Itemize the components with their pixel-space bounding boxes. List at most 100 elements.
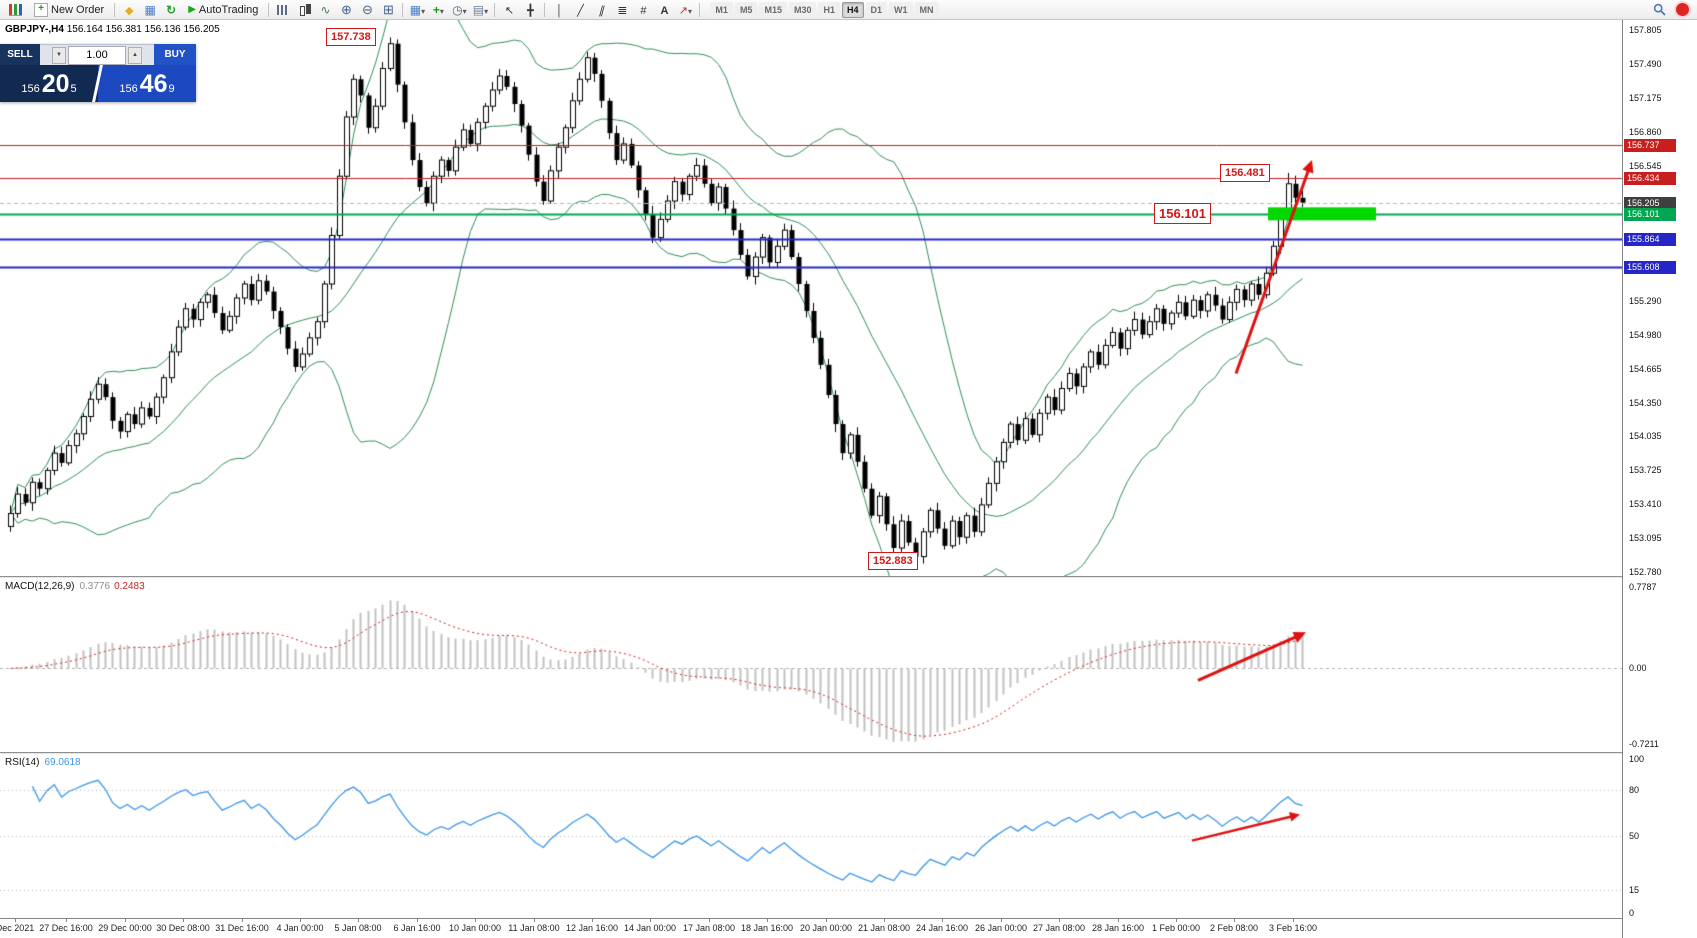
axis-marker-156.101: 156.101 (1624, 207, 1676, 221)
price-axis[interactable]: 157.805 157.490 157.175 156.860 156.545 155.2… (1622, 20, 1697, 938)
crosshair-icon[interactable] (520, 1, 540, 19)
time-axis-tick (66, 919, 67, 922)
vertical-line-icon[interactable] (549, 1, 569, 19)
time-axis-tick (592, 919, 593, 922)
time-axis-label: 12 Jan 16:00 (565, 923, 619, 933)
indicators-icon[interactable] (407, 1, 427, 19)
timeframe-mn[interactable]: MN (914, 1, 939, 18)
axis-label: -0.7211 (1629, 739, 1659, 749)
axis-label: 157.805 (1629, 25, 1662, 36)
volume-increase-button[interactable] (128, 46, 142, 64)
timeframe-m1[interactable]: M1 (710, 1, 733, 18)
time-axis-label: 18 Jan 16:00 (740, 923, 794, 933)
timeframe-group: M1 M5 M15 M30 H1 H4 D1 W1 MN (710, 1, 939, 18)
cursor-icon[interactable] (499, 1, 519, 19)
time-axis-label: 6 Jan 16:00 (393, 923, 441, 933)
axis-label: 80 (1629, 784, 1640, 795)
price-chart-canvas[interactable] (0, 20, 1622, 576)
time-axis-label: 14 Jan 00:00 (623, 923, 677, 933)
autotrading-play-icon (188, 4, 196, 15)
price-callout-support[interactable]: 156.101 (1154, 203, 1211, 224)
buy-button[interactable]: BUY (154, 44, 196, 65)
axis-label: 155.290 (1629, 296, 1662, 307)
volume-decrease-button[interactable] (52, 46, 66, 64)
rsi-canvas[interactable] (0, 754, 1622, 918)
axis-label: 0.00 (1629, 663, 1647, 674)
time-axis-label: 28 Jan 16:00 (1091, 923, 1145, 933)
time-axis-label: 31 Dec 16:00 (215, 923, 269, 933)
autotrading-button[interactable]: AutoTrading (182, 1, 264, 19)
time-axis-tick (125, 919, 126, 922)
time-axis-tick (1293, 919, 1294, 922)
fibonacci-icon[interactable] (612, 1, 632, 19)
volume-input[interactable] (68, 45, 126, 65)
candlestick-chart-icon[interactable] (294, 1, 314, 19)
price-callout-top[interactable]: 157.738 (326, 28, 376, 46)
mt4-logo-icon (3, 0, 27, 20)
buy-price-display[interactable]: 156 46 9 (98, 65, 196, 102)
toolbar-separator (268, 2, 270, 17)
axis-marker-155.608: 155.608 (1624, 260, 1676, 274)
sell-price-display[interactable]: 156 20 5 (0, 65, 98, 102)
time-axis-tick (767, 919, 768, 922)
deposit-icon[interactable] (119, 1, 139, 19)
sell-button[interactable]: SELL (0, 44, 40, 65)
timeframe-h1[interactable]: H1 (818, 1, 840, 18)
volume-control (40, 44, 154, 65)
axis-label: 154.035 (1629, 431, 1662, 442)
toolbar-separator (114, 2, 116, 17)
arrow-tool-icon[interactable] (675, 1, 695, 19)
axis-label: 153.725 (1629, 464, 1662, 475)
panel-separator[interactable] (0, 576, 1697, 578)
axis-label: 15 (1629, 884, 1640, 895)
text-icon[interactable] (654, 1, 674, 19)
time-axis-label: 17 Jan 08:00 (682, 923, 736, 933)
charts-window-icon[interactable] (140, 1, 160, 19)
templates-icon[interactable] (470, 1, 490, 19)
new-order-button[interactable]: New Order (28, 1, 110, 19)
toolbar-separator (402, 2, 404, 17)
time-axis-label: 4 Jan 00:00 (276, 923, 324, 933)
symbol-period-label: GBPJPY-,H4 (5, 24, 64, 35)
panel-separator[interactable] (0, 752, 1697, 754)
axis-label: 154.665 (1629, 363, 1662, 374)
timeframe-m30[interactable]: M30 (788, 1, 817, 18)
axis-marker-155.864: 155.864 (1624, 233, 1676, 247)
line-chart-icon[interactable] (315, 1, 335, 19)
axis-label: 152.780 (1629, 566, 1662, 577)
timeframe-d1[interactable]: D1 (865, 1, 888, 18)
search-icon[interactable] (1649, 1, 1669, 19)
axis-label: 154.350 (1629, 397, 1662, 408)
notification-icon[interactable] (1670, 0, 1694, 20)
toolbar-separator (699, 2, 701, 17)
bar-chart-icon[interactable] (273, 1, 293, 19)
price-callout-bottom[interactable]: 152.883 (868, 552, 918, 570)
timeframe-w1[interactable]: W1 (889, 1, 913, 18)
time-axis-tick (242, 919, 243, 922)
zoom-in-icon[interactable] (336, 1, 356, 19)
periods-clock-icon[interactable] (449, 1, 469, 19)
axis-marker-156.434: 156.434 (1624, 171, 1676, 185)
indicators-add-icon[interactable] (428, 1, 448, 19)
time-axis-tick (709, 919, 710, 922)
timeframe-h4[interactable]: H4 (842, 1, 864, 18)
time-axis-tick (534, 919, 535, 922)
zoom-out-icon[interactable] (357, 1, 377, 19)
time-axis-tick (1001, 919, 1002, 922)
grid-icon[interactable] (633, 1, 653, 19)
timeframe-m15[interactable]: M15 (759, 1, 787, 18)
trendline-icon[interactable] (570, 1, 590, 19)
tile-windows-icon[interactable] (378, 1, 398, 19)
time-axis-label: 24 Jan 16:00 (915, 923, 969, 933)
axis-label: 157.175 (1629, 93, 1662, 104)
time-axis[interactable]: Dec 2021 27 Dec 16:00 29 Dec 00:00 30 Dec 0… (0, 918, 1622, 938)
time-axis-tick (1118, 919, 1119, 922)
timeframe-m5[interactable]: M5 (734, 1, 758, 18)
time-axis-tick (884, 919, 885, 922)
price-callout-recent-high[interactable]: 156.481 (1220, 164, 1270, 182)
macd-canvas[interactable] (0, 578, 1622, 752)
refresh-icon[interactable] (161, 1, 181, 19)
channel-icon[interactable] (591, 1, 611, 19)
time-axis-label: 3 Feb 16:00 (1268, 923, 1318, 933)
